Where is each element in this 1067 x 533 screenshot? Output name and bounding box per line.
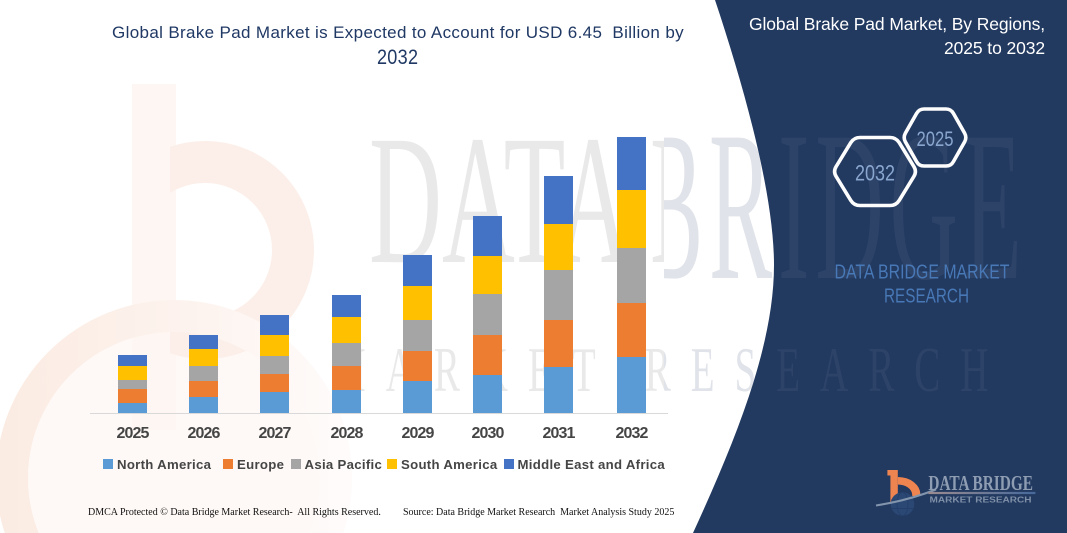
svg-text:DATA BRIDGE: DATA BRIDGE [928, 471, 1033, 495]
svg-text:DATA BRIDGE MARKET: DATA BRIDGE MARKET [835, 262, 1010, 284]
svg-text:2032: 2032 [855, 161, 895, 186]
svg-text:RESEARCH: RESEARCH [884, 286, 969, 308]
svg-text:MARKET RESEARCH: MARKET RESEARCH [930, 496, 1032, 505]
svg-text:2025: 2025 [917, 128, 954, 151]
